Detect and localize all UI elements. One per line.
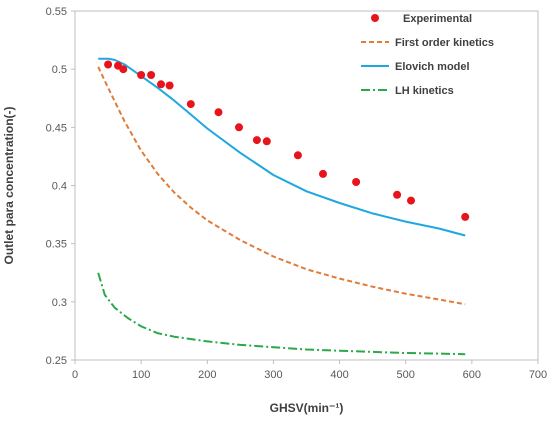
data-point <box>214 108 223 117</box>
y-tick-label: 0.25 <box>46 355 67 367</box>
data-point <box>165 81 174 90</box>
series-line-lh-kinetics <box>97 272 466 356</box>
y-tick-label: 0.5 <box>52 64 67 76</box>
x-tick-label: 700 <box>529 369 547 381</box>
legend-label-lh-kinetics: LH kinetics <box>395 85 454 97</box>
x-tick-label: 300 <box>264 369 282 381</box>
data-point <box>461 212 470 221</box>
axes: 0 100 200 300 400 500 600 700 0.25 0.3 0.35 0.4 0.45… <box>46 6 548 381</box>
legend-label-elovich-model: Elovich model <box>395 61 470 73</box>
data-point <box>262 137 271 146</box>
series-line-elovich-model <box>98 57 466 237</box>
data-point <box>186 100 195 109</box>
x-tick-label: 600 <box>463 369 481 381</box>
data-point <box>137 71 146 79</box>
data-point <box>235 123 243 132</box>
legend-label-experimental: Experimental <box>403 13 472 25</box>
x-tick-label: 200 <box>198 369 216 381</box>
data-point <box>157 80 165 89</box>
x-axis-title: GHSV(min⁻¹) <box>270 401 344 415</box>
legend: Experimental First order kinetics Elovich … <box>361 13 494 97</box>
data-point <box>147 71 156 79</box>
data-point <box>119 65 128 74</box>
series-layer <box>97 57 470 356</box>
data-point <box>104 60 113 69</box>
y-axis-title: Outlet para concentration(-) <box>2 106 16 264</box>
x-tick-label: 100 <box>132 369 150 381</box>
legend-label-first-order-kinetics: First order kinetics <box>395 37 494 49</box>
y-tick-label: 0.55 <box>46 6 67 18</box>
x-tick-label: 0 <box>72 369 78 381</box>
x-tick-label: 400 <box>330 369 348 381</box>
data-point <box>393 190 402 199</box>
legend-marker-experimental <box>371 14 379 22</box>
data-point <box>319 169 327 178</box>
series-line-first-order-kinetics <box>97 66 466 306</box>
y-tick-label: 0.35 <box>46 239 67 251</box>
x-tick-label: 500 <box>397 369 415 381</box>
y-tick-label: 0.45 <box>46 122 67 134</box>
data-point <box>407 196 415 205</box>
data-point <box>252 136 261 145</box>
data-point <box>293 151 302 160</box>
y-tick-label: 0.4 <box>52 181 67 193</box>
y-tick-label: 0.3 <box>52 297 67 309</box>
data-point <box>352 178 361 186</box>
